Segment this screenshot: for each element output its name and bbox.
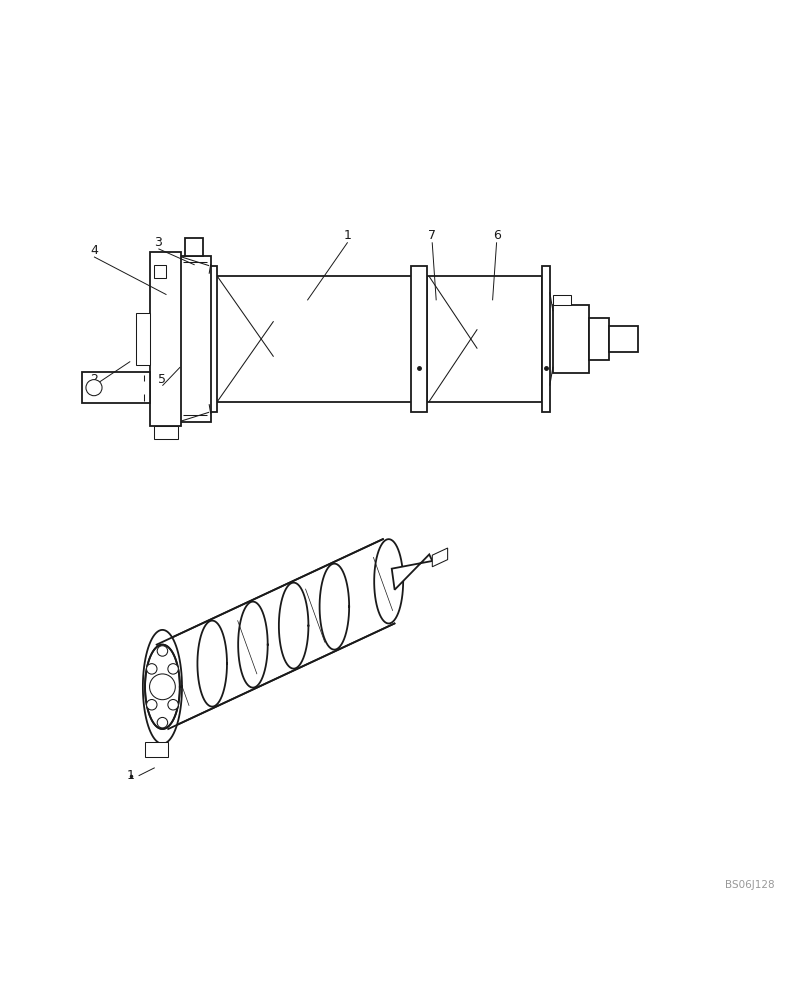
Circle shape	[146, 700, 157, 710]
Circle shape	[168, 664, 179, 674]
Text: 4: 4	[90, 244, 98, 257]
Bar	[209, 266, 217, 412]
Polygon shape	[145, 645, 180, 729]
Polygon shape	[432, 548, 448, 567]
Bar	[136, 313, 150, 365]
Bar	[541, 266, 549, 412]
Bar	[82, 372, 150, 403]
Text: 1: 1	[343, 229, 351, 242]
Polygon shape	[143, 630, 182, 744]
Bar	[609, 326, 638, 352]
Text: 6: 6	[493, 229, 500, 242]
Text: 1: 1	[127, 769, 134, 782]
Circle shape	[146, 664, 157, 674]
Bar	[179, 256, 211, 422]
Polygon shape	[279, 583, 309, 669]
Text: 5: 5	[158, 373, 166, 386]
Bar	[154, 265, 166, 278]
Polygon shape	[238, 602, 267, 688]
Circle shape	[86, 380, 102, 396]
Text: 2: 2	[90, 373, 98, 386]
Bar	[553, 295, 570, 305]
Bar	[154, 426, 178, 439]
Circle shape	[158, 717, 168, 728]
Bar	[427, 276, 542, 402]
Polygon shape	[320, 564, 349, 650]
Text: 3: 3	[154, 236, 162, 249]
Polygon shape	[374, 539, 403, 623]
Text: BS06J128: BS06J128	[725, 880, 774, 890]
Bar	[215, 276, 412, 402]
Polygon shape	[392, 554, 432, 590]
Bar	[145, 742, 168, 757]
Polygon shape	[197, 621, 227, 707]
Bar	[185, 238, 203, 256]
Text: 7: 7	[428, 229, 436, 242]
Bar	[411, 266, 427, 412]
Circle shape	[149, 674, 175, 700]
Bar	[589, 318, 609, 360]
Bar	[553, 305, 589, 373]
Polygon shape	[157, 539, 394, 729]
Circle shape	[158, 646, 168, 656]
Bar	[150, 252, 181, 426]
Polygon shape	[145, 645, 180, 729]
Circle shape	[168, 700, 179, 710]
